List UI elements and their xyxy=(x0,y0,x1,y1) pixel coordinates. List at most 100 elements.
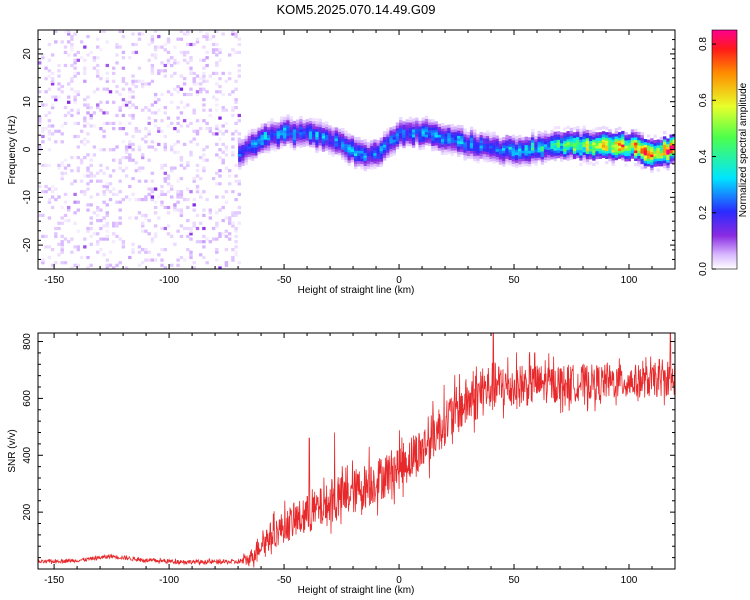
spectrogram-cell xyxy=(489,132,493,136)
spectrogram-cell xyxy=(637,158,641,162)
spectrogram-cell xyxy=(363,139,367,143)
spectrogram-cell xyxy=(157,35,161,39)
spectrogram-cell xyxy=(608,150,612,154)
spectrogram-cell xyxy=(457,135,461,139)
spectrogram-cell xyxy=(302,135,306,139)
spectrogram-cell xyxy=(312,123,316,127)
spectrogram-cell xyxy=(386,149,390,153)
spectrogram-cell xyxy=(76,58,80,62)
spectrogram-cell xyxy=(411,123,416,127)
spectrogram-cell xyxy=(211,132,216,136)
spectrogram-cell xyxy=(399,132,403,136)
spectrogram-cell xyxy=(405,140,409,144)
spectrogram-cell xyxy=(112,266,116,269)
spectrogram-cell xyxy=(614,154,619,158)
spectrogram-cell xyxy=(215,108,219,112)
spectrogram-cell xyxy=(373,147,377,151)
spectrogram-cell xyxy=(553,147,557,151)
spectrogram-cell xyxy=(498,137,503,141)
spectrogram-cell xyxy=(589,148,593,152)
spectrogram-cell xyxy=(463,139,467,143)
spectrogram-cell xyxy=(457,148,461,152)
spectrogram-cell xyxy=(182,58,187,62)
x-tick-label: -150 xyxy=(44,575,64,586)
spectrogram-cell xyxy=(179,211,184,215)
spectrogram-cell xyxy=(392,136,396,140)
spectrogram-cell xyxy=(50,248,55,252)
spectrogram-cell xyxy=(421,138,425,142)
spectrogram-cell xyxy=(437,147,442,151)
spectrogram-cell xyxy=(560,148,564,152)
spectrogram-cell xyxy=(669,150,673,154)
spectrogram-cell xyxy=(238,156,242,160)
spectrogram-cell xyxy=(121,56,126,60)
spectrogram-cell xyxy=(318,142,322,146)
spectrogram-cell xyxy=(411,131,416,135)
spectrogram-cell xyxy=(228,53,232,57)
spectrogram-cell xyxy=(556,131,561,135)
spectrogram-cell xyxy=(302,143,306,147)
spectrogram-cell xyxy=(221,161,225,165)
spectrogram-cell xyxy=(224,190,229,194)
spectrogram-cell xyxy=(38,116,42,120)
spectrogram-cell xyxy=(502,142,506,146)
spectrogram-cell xyxy=(57,82,61,86)
spectrogram-cell xyxy=(260,142,264,146)
spectrogram-cell xyxy=(486,135,490,139)
spectrogram-cell xyxy=(292,139,297,143)
spectrogram-cell xyxy=(354,142,358,146)
spectrogram-cell xyxy=(257,143,261,147)
spectrogram-cell xyxy=(659,142,664,146)
spectrogram-cell xyxy=(553,136,557,141)
spectrogram-cell xyxy=(99,100,103,104)
spectrogram-cell xyxy=(621,138,625,142)
spectrogram-cell xyxy=(566,152,570,156)
spectrogram-cell xyxy=(505,147,509,152)
spectrogram-cell xyxy=(560,155,564,160)
y-tick-label: 0 xyxy=(22,146,33,152)
spectrogram-cell xyxy=(630,131,635,136)
spectrogram-cell xyxy=(399,122,403,126)
spectrogram-cell xyxy=(370,158,374,162)
spectrogram-cell xyxy=(144,213,148,217)
spectrogram-cell xyxy=(128,198,132,202)
spectrogram-cell xyxy=(547,154,551,158)
spectrogram-cell xyxy=(47,198,52,202)
spectrogram-cell xyxy=(357,137,361,141)
spectrogram-cell xyxy=(585,142,590,147)
spectrogram-cell xyxy=(543,143,548,147)
spectrogram-cell xyxy=(283,124,287,128)
spectrogram-cell xyxy=(221,195,225,199)
spectrogram-cell xyxy=(163,266,167,269)
spectrogram-cell xyxy=(86,111,90,115)
spectrogram-cell xyxy=(611,149,615,153)
spectrogram-cell xyxy=(482,153,487,157)
spectrogram-cell xyxy=(514,136,519,140)
spectrogram-cell xyxy=(624,155,628,159)
spectrogram-cell xyxy=(614,146,619,150)
spectrogram-cell xyxy=(431,142,435,146)
spectrogram-cell xyxy=(50,77,55,81)
spectrogram-cell xyxy=(121,79,126,83)
spectrogram-cell xyxy=(556,141,561,145)
spectrogram-cell xyxy=(192,208,196,212)
spectrogram-cell xyxy=(131,42,135,47)
spectrogram-cell xyxy=(241,141,245,145)
spectrogram-cell xyxy=(170,56,174,60)
spectrogram-cell xyxy=(70,156,74,160)
spectrogram-cell xyxy=(308,125,313,129)
spectrogram-cell xyxy=(202,169,206,173)
spectrogram-cell xyxy=(195,226,200,231)
spectrogram-cell xyxy=(60,216,64,220)
spectrogram-cell xyxy=(466,145,471,149)
spectrogram-cell xyxy=(569,130,574,134)
spectrogram-cell xyxy=(634,157,638,161)
spectrogram-cell xyxy=(215,103,219,107)
spectrogram-cell xyxy=(163,148,167,152)
spectrogram-cell xyxy=(466,150,471,154)
spectrogram-cell xyxy=(76,111,80,115)
spectrogram-cell xyxy=(489,155,493,159)
spectrogram-cell xyxy=(76,134,80,139)
spectrogram-cell xyxy=(44,184,48,189)
spectrogram-cell xyxy=(153,95,158,99)
